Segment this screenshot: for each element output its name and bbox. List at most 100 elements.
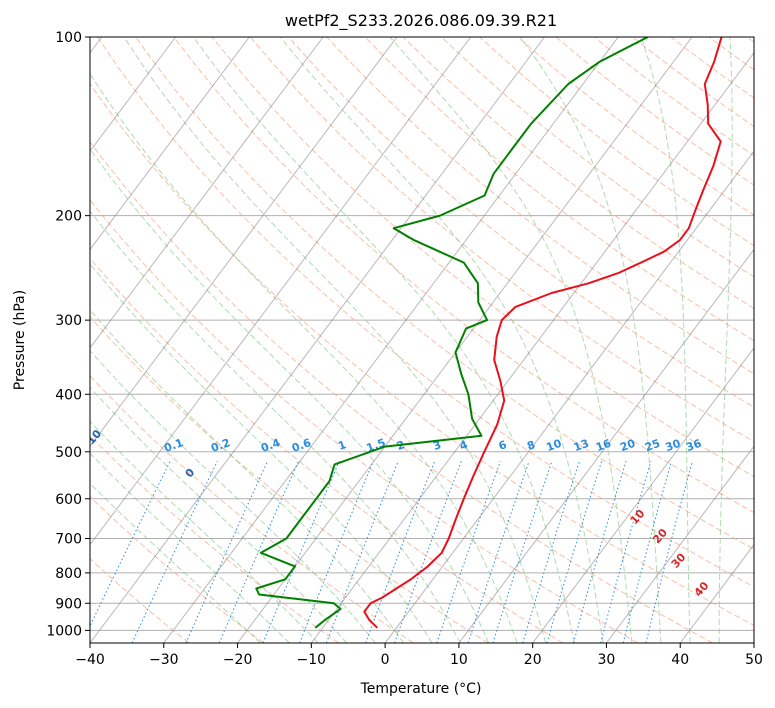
x-tick-label: 30 — [597, 652, 615, 668]
isotherm — [90, 37, 324, 349]
dry-adiabat — [326, 37, 754, 375]
y-tick-label: 200 — [55, 209, 82, 225]
isotherm — [532, 347, 754, 643]
dry-adiabat — [97, 37, 754, 588]
mixing-ratio-label: 20 — [618, 437, 637, 455]
mixing-ratio-label: 16 — [594, 437, 613, 455]
y-tick-label: 800 — [55, 566, 82, 582]
dry-adiabat — [593, 37, 754, 157]
moist-adiabat — [279, 37, 604, 643]
temperature-line — [363, 37, 723, 629]
x-tick-label: 20 — [524, 652, 542, 668]
moist-adiabat — [90, 210, 461, 643]
y-tick-label: 500 — [55, 445, 82, 461]
isobar-grid — [90, 37, 754, 631]
x-tick-label: 10 — [450, 652, 468, 668]
dry-adiabat — [364, 37, 754, 342]
dry-adiabat — [90, 141, 713, 643]
y-tick-label: 600 — [55, 492, 82, 508]
isotherm — [310, 51, 754, 643]
mixing-ratio-line — [436, 461, 501, 643]
y-tick-label: 900 — [55, 596, 82, 612]
dry-adiabat — [90, 199, 639, 643]
dry-adiabats — [90, 37, 754, 643]
x-tick-label: −20 — [223, 652, 253, 668]
mixing-ratio-line — [394, 461, 462, 643]
mixing-ratio-label: 6 — [497, 438, 509, 453]
isotherm — [90, 37, 250, 251]
moist-adiabat — [519, 37, 662, 643]
plot-area: 0.10.20.40.611.52346810131620253036-100-… — [90, 37, 754, 643]
x-tick-label: −10 — [297, 652, 327, 668]
moist-adiabat — [90, 420, 319, 643]
y-tick-label: 300 — [55, 313, 82, 329]
mixing-ratio-line — [131, 460, 218, 643]
moist-adiabat — [90, 309, 405, 643]
plot-frame — [89, 36, 755, 644]
isotherm — [90, 37, 177, 152]
isotherm — [163, 37, 619, 643]
moist-adiabat — [90, 72, 518, 643]
mixing-ratio-label: 3 — [431, 438, 443, 453]
dry-adiabat — [135, 37, 754, 550]
x-axis-label: Temperature (°C) — [360, 681, 482, 697]
mixing-ratio-label: 25 — [643, 437, 662, 454]
moist-adiabat — [90, 349, 376, 643]
dry-adiabat — [90, 435, 339, 643]
moist-adiabat — [90, 148, 490, 643]
mixing-ratio-line — [90, 460, 171, 628]
mixing-ratio-line — [325, 461, 399, 643]
y-axis: 100 200 300 400 500 600 700 800 900 1000 — [46, 30, 90, 639]
x-axis: −40 −30 −20 −10 0 10 20 30 40 50 — [75, 643, 763, 668]
isotherm — [237, 37, 693, 643]
mixing-ratio-label: 0.2 — [209, 436, 232, 455]
x-tick-label: 50 — [745, 652, 763, 668]
mixing-ratio-label: 1.5 — [365, 436, 388, 455]
isotherm — [458, 248, 754, 643]
mixing-ratio-line — [365, 461, 436, 643]
x-tick-label: −40 — [75, 652, 105, 668]
y-tick-label: 700 — [55, 532, 82, 548]
mixing-ratio-line — [185, 460, 268, 643]
x-tick-label: −30 — [149, 652, 179, 668]
moist-adiabat — [640, 37, 691, 643]
dewpoint-line — [255, 37, 649, 629]
x-tick-label: 0 — [381, 652, 390, 668]
mixing-ratio-line — [622, 461, 672, 643]
mixing-ratio-label: 0.4 — [259, 436, 282, 455]
isotherm — [90, 37, 398, 448]
mixing-ratio-label: 36 — [684, 437, 703, 455]
moist-adiabat — [90, 263, 433, 643]
mixing-ratio-lines — [90, 460, 693, 643]
moist-adiabat — [718, 37, 733, 643]
mixing-ratio-label: 4 — [458, 438, 470, 453]
isotherm — [90, 37, 545, 643]
mixing-ratio-line — [218, 460, 299, 643]
isotherm — [606, 445, 754, 643]
mixing-ratio-line — [262, 461, 340, 643]
y-tick-label: 1000 — [46, 623, 82, 639]
dry-adiabat — [211, 37, 754, 478]
mixing-ratio-label: 1 — [336, 438, 348, 453]
data-series — [255, 37, 723, 629]
moist-adiabat — [90, 482, 261, 643]
isotherms — [90, 37, 754, 643]
dry-adiabat — [479, 37, 754, 247]
dry-adiabat — [517, 37, 754, 216]
mixing-ratio-label: 0.1 — [162, 436, 185, 455]
moist-adiabats — [90, 37, 733, 643]
dry-adiabat — [173, 37, 754, 514]
moist-adiabat — [389, 37, 633, 643]
y-tick-label: 100 — [55, 30, 82, 46]
isotherm — [384, 150, 754, 643]
moist-adiabat — [90, 452, 290, 643]
mixing-ratio-label: 0.6 — [290, 436, 313, 455]
mixing-ratio-line — [645, 461, 693, 643]
dry-adiabat — [90, 375, 414, 643]
y-axis-label: Pressure (hPa) — [12, 290, 28, 390]
isotherm — [90, 37, 472, 546]
x-tick-label: 40 — [671, 652, 689, 668]
dry-adiabat — [555, 37, 754, 186]
dry-adiabat — [90, 83, 754, 626]
